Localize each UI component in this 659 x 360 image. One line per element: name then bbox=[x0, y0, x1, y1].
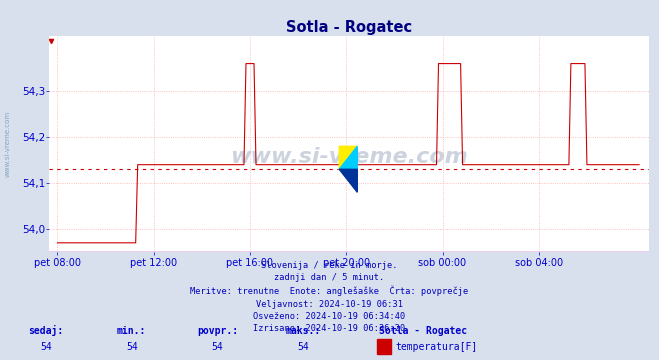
Text: 54: 54 bbox=[297, 342, 309, 352]
Title: Sotla - Rogatec: Sotla - Rogatec bbox=[286, 20, 413, 35]
Text: 54: 54 bbox=[40, 342, 52, 352]
Polygon shape bbox=[339, 169, 357, 192]
Polygon shape bbox=[339, 146, 357, 169]
Polygon shape bbox=[339, 146, 357, 169]
Text: www.si-vreme.com: www.si-vreme.com bbox=[231, 147, 468, 167]
Text: sedaj:: sedaj: bbox=[28, 324, 64, 336]
Text: maks.:: maks.: bbox=[285, 325, 321, 336]
Text: min.:: min.: bbox=[117, 325, 146, 336]
Text: Sotla - Rogatec: Sotla - Rogatec bbox=[379, 325, 467, 336]
Text: temperatura[F]: temperatura[F] bbox=[395, 342, 478, 352]
Text: povpr.:: povpr.: bbox=[197, 325, 238, 336]
Text: 54: 54 bbox=[212, 342, 223, 352]
Text: 54: 54 bbox=[126, 342, 138, 352]
Text: Slovenija / reke in morje.
zadnji dan / 5 minut.
Meritve: trenutne  Enote: angle: Slovenija / reke in morje. zadnji dan / … bbox=[190, 261, 469, 333]
Text: www.si-vreme.com: www.si-vreme.com bbox=[5, 111, 11, 177]
